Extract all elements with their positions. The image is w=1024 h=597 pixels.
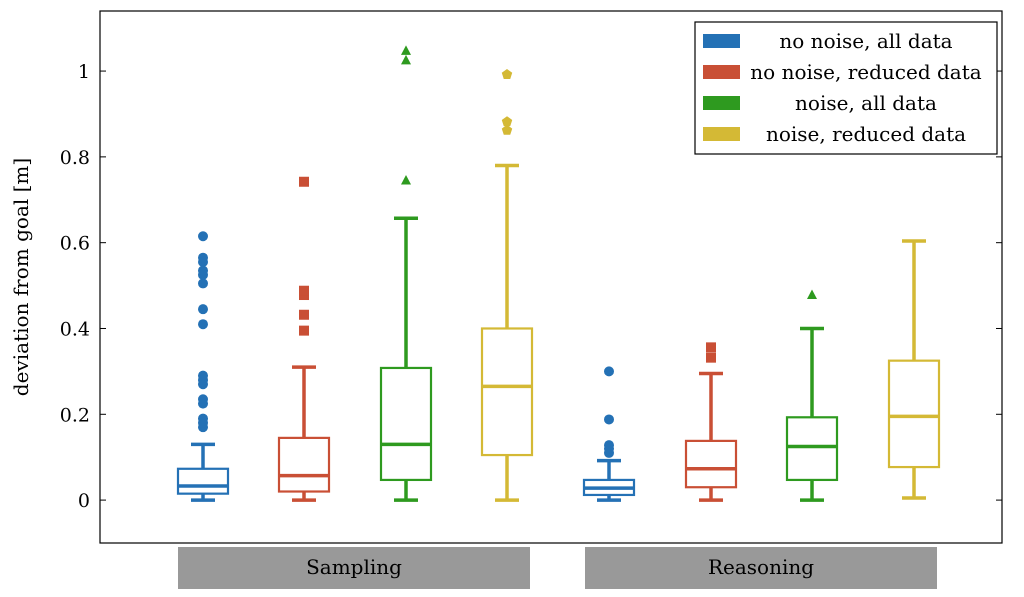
outlier-point <box>198 265 208 276</box>
y-tick-label: 0.8 <box>60 147 90 169</box>
y-tick-label: 1 <box>78 61 90 83</box>
legend: no noise, all data no noise, reduced data… <box>694 21 998 155</box>
outlier-point <box>501 116 513 127</box>
group-bar <box>585 547 937 589</box>
outlier-point <box>299 285 309 296</box>
group-text: Sampling <box>306 555 402 579</box>
outlier-point <box>198 252 208 263</box>
legend-swatch <box>703 96 740 110</box>
y-tick-label: 0.4 <box>60 318 90 340</box>
boxes-layer <box>176 45 941 502</box>
legend-box <box>694 21 998 155</box>
box-sampling-3 <box>480 69 534 502</box>
box-reasoning-2 <box>785 289 839 502</box>
outlier-point <box>604 440 614 451</box>
outlier-point <box>401 45 411 55</box>
box-iqr <box>887 359 941 469</box>
outlier-point <box>198 304 208 315</box>
legend-swatch <box>703 65 740 79</box>
y-tick-label: 0.2 <box>60 404 90 426</box>
legend-label: no noise, reduced data <box>750 60 981 84</box>
outlier-point <box>807 289 817 300</box>
outlier-point <box>198 370 208 381</box>
legend-entry: noise, reduced data <box>703 122 966 146</box>
box-reasoning-3 <box>887 239 941 500</box>
box-iqr <box>480 327 534 457</box>
box-sampling-0 <box>176 231 230 502</box>
outlier-point <box>501 69 513 79</box>
outlier-point <box>198 413 208 424</box>
legend-swatch <box>703 127 740 141</box>
y-tick-label: 0.6 <box>60 233 90 255</box>
outlier-point <box>706 342 716 353</box>
outlier-point <box>299 176 309 187</box>
outlier-point <box>604 414 614 425</box>
outlier-point <box>604 366 614 377</box>
legend-entry: no noise, all data <box>703 29 953 53</box>
box-iqr <box>277 436 331 493</box>
outlier-point <box>198 319 208 330</box>
outlier-point <box>198 278 208 289</box>
outlier-point <box>401 174 411 185</box>
group-labels: Sampling Reasoning <box>178 547 937 589</box>
box-iqr <box>176 467 230 495</box>
legend-label: noise, reduced data <box>766 122 966 146</box>
box-sampling-1 <box>277 176 331 502</box>
box-reasoning-1 <box>684 342 738 502</box>
group-label-sampling: Sampling <box>178 547 530 589</box>
legend-swatch <box>703 34 740 48</box>
group-bar <box>178 547 530 589</box>
y-axis: 0 0.2 0.4 0.6 0.8 1 <box>60 61 1002 512</box>
legend-label: noise, all data <box>795 91 937 115</box>
outlier-point <box>706 352 716 363</box>
box-reasoning-0 <box>582 366 636 502</box>
outlier-point <box>198 231 208 242</box>
legend-entry: noise, all data <box>703 91 937 115</box>
box-iqr <box>684 439 738 489</box>
outlier-point <box>501 124 513 135</box>
outlier-point <box>401 54 411 65</box>
plot-frame <box>99 10 1003 544</box>
outlier-point <box>299 309 309 320</box>
group-text: Reasoning <box>708 555 814 579</box>
box-sampling-2 <box>379 45 433 502</box>
legend-label: no noise, all data <box>779 29 952 53</box>
y-tick-label: 0 <box>78 490 90 512</box>
box-iqr <box>379 366 433 482</box>
box-iqr <box>785 416 839 482</box>
outlier-point <box>198 394 208 405</box>
group-label-reasoning: Reasoning <box>585 547 937 589</box>
y-axis-label: deviation from goal [m] <box>9 158 33 396</box>
outlier-point <box>299 325 309 336</box>
legend-entry: no noise, reduced data <box>703 60 982 84</box>
